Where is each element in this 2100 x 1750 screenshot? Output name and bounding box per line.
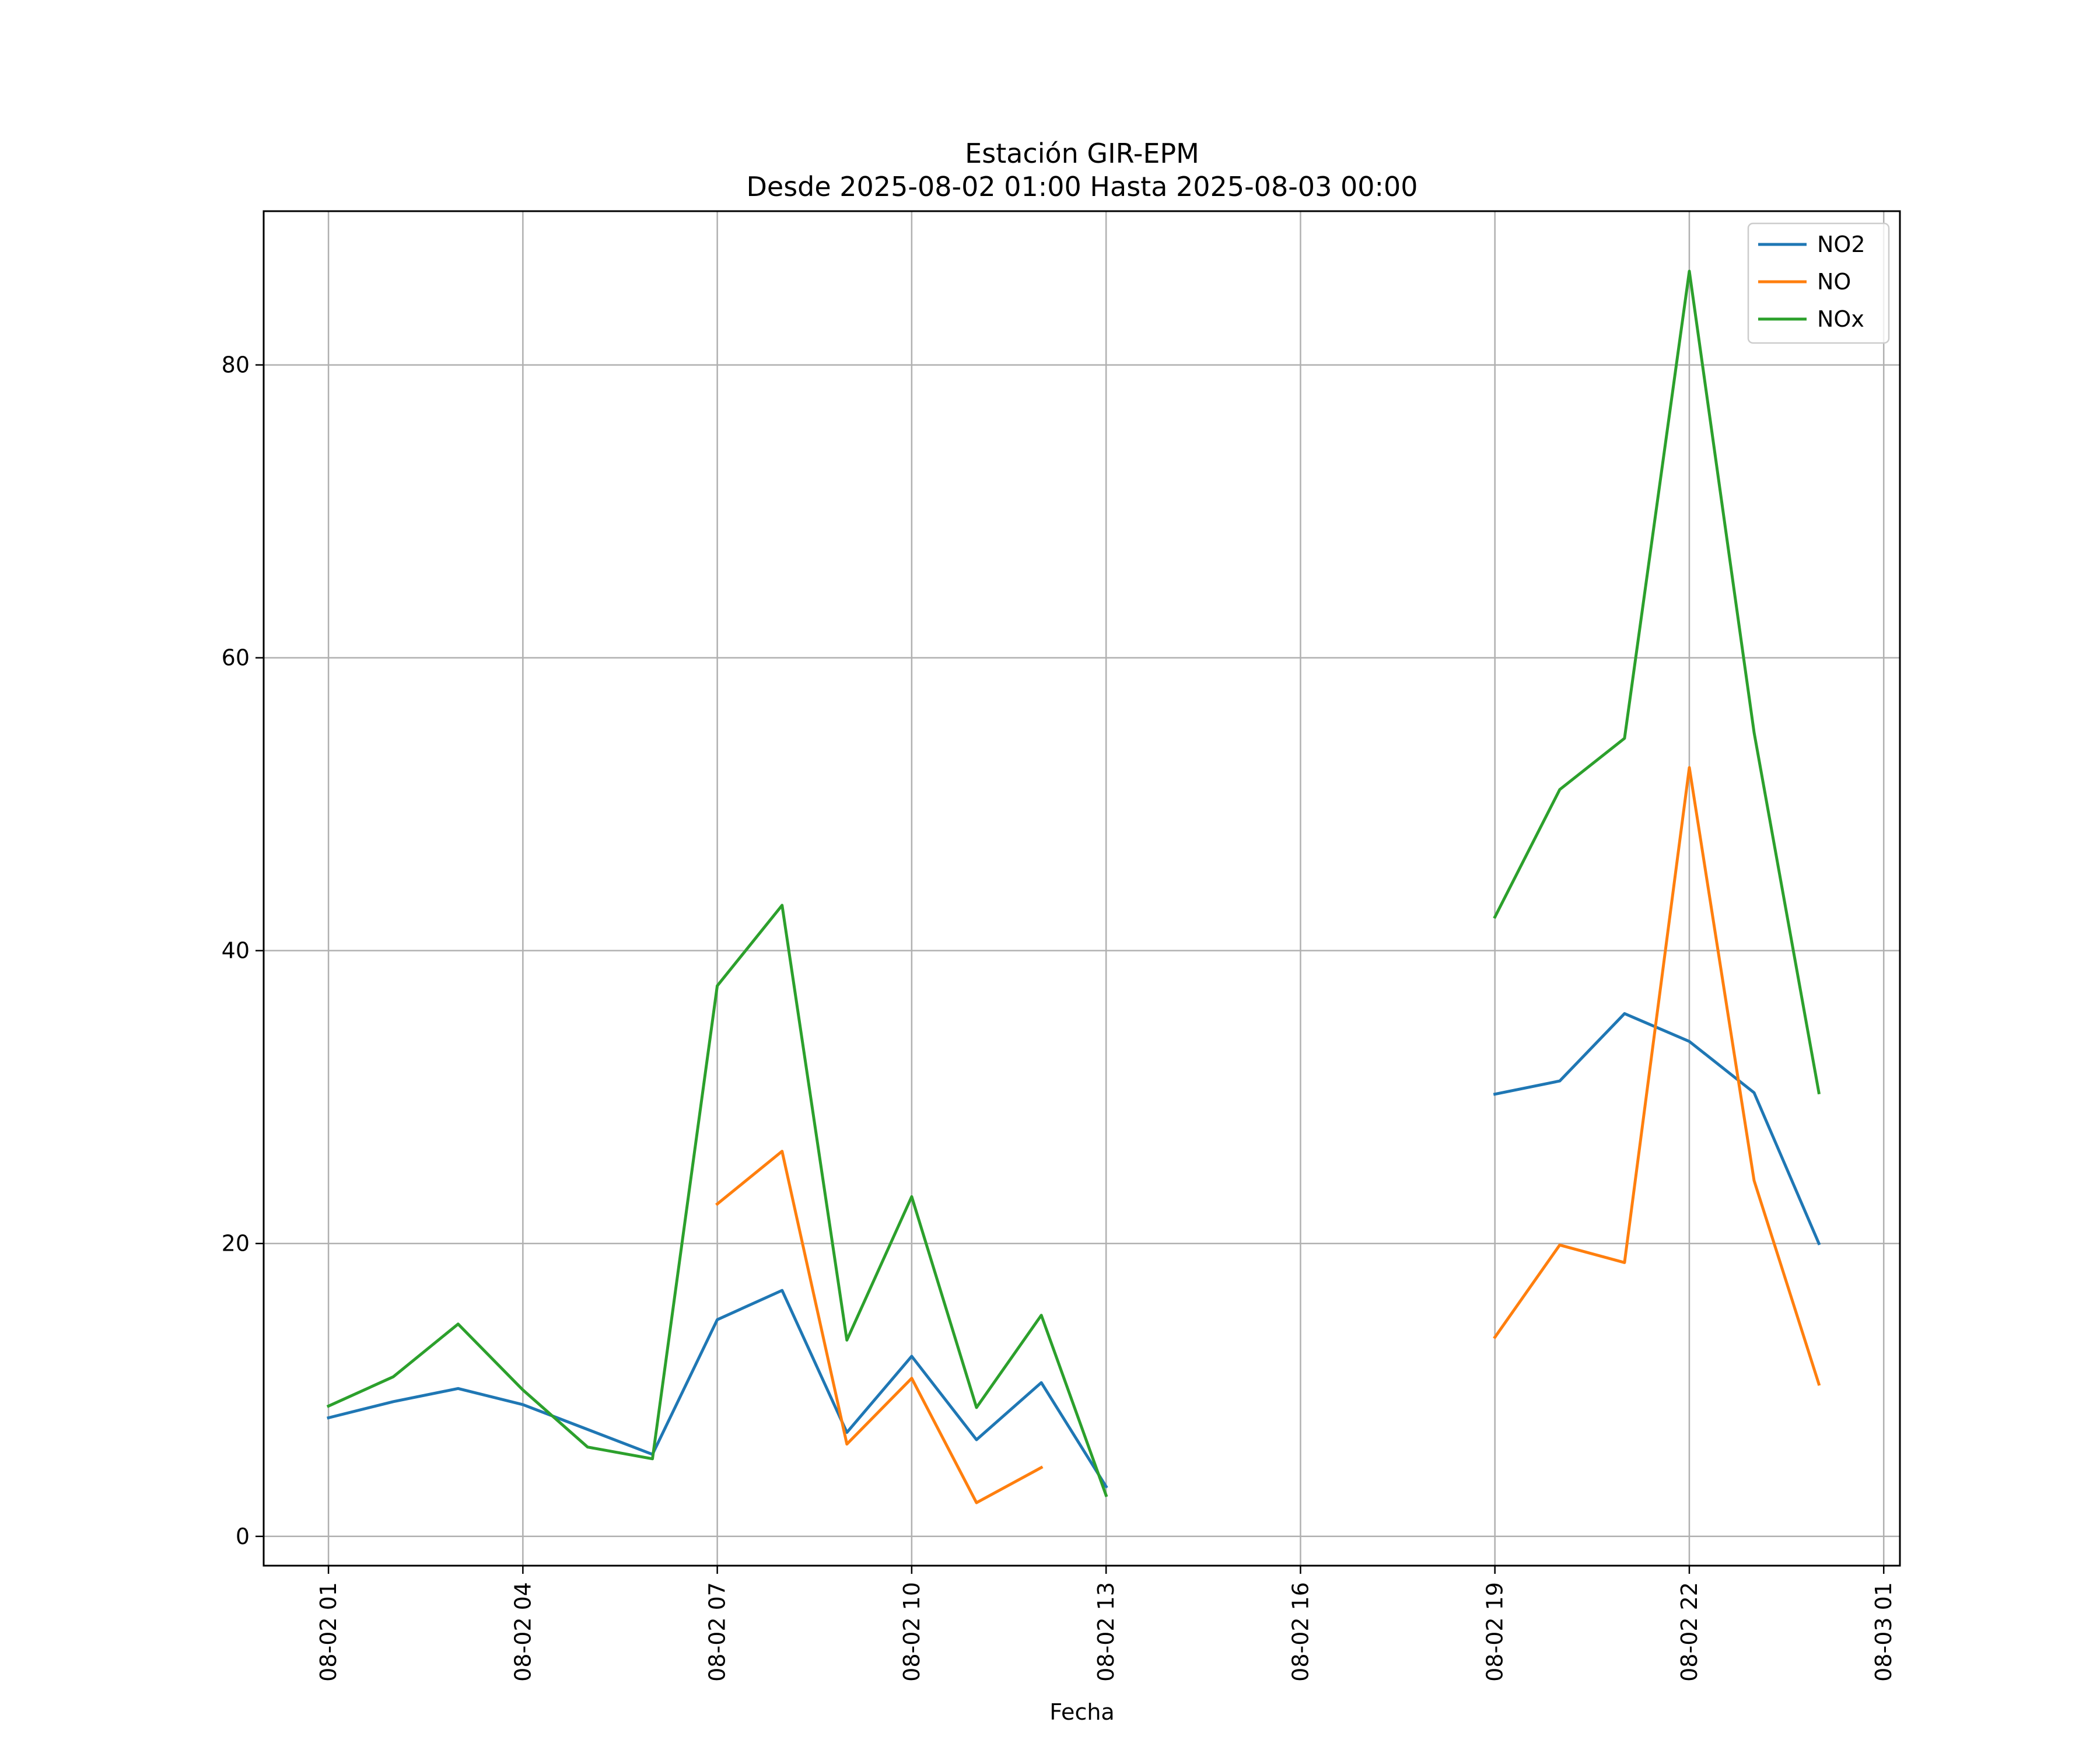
y-tick-label: 80 (222, 352, 250, 378)
x-tick-label: 08-03 01 (1871, 1582, 1896, 1682)
x-tick-label: 08-02 10 (899, 1582, 925, 1682)
axis-ticks: 08-02 01 08-02 04 08-02 07 08-02 10 08-02 13… (222, 352, 1897, 1682)
legend-label-nox: NOx (1817, 306, 1864, 332)
chart-subtitle: Desde 2025-08-02 01:00 Hasta 2025-08-03 … (746, 171, 1418, 202)
series-line-nox (326, 904, 1108, 1497)
series-no2 (327, 1012, 1821, 1489)
series-line-no (715, 1150, 1044, 1504)
legend-label-no2: NO2 (1817, 232, 1866, 257)
x-tick-label: 08-02 13 (1093, 1582, 1119, 1682)
x-tick-label: 08-02 16 (1287, 1582, 1313, 1682)
series-line-no2 (1493, 1012, 1821, 1245)
x-tick-label: 08-02 19 (1482, 1582, 1508, 1682)
y-tick-label: 0 (236, 1524, 250, 1549)
y-tick-label: 40 (222, 938, 250, 964)
y-tick-label: 20 (222, 1231, 250, 1256)
x-tick-label: 08-02 04 (510, 1582, 536, 1682)
y-tick-label: 60 (222, 645, 250, 671)
chart-title: Estación GIR-EPM (965, 138, 1199, 169)
series-nox (326, 270, 1821, 1497)
series-line-nox (1493, 270, 1821, 1095)
series-no (715, 766, 1821, 1504)
x-tick-label: 08-02 07 (705, 1582, 730, 1682)
plot-frame (262, 210, 1901, 1567)
legend-label-no: NO (1817, 269, 1851, 295)
x-axis-label: Fecha (1049, 1699, 1114, 1725)
x-tick-label: 08-02 01 (316, 1582, 341, 1682)
legend-box (1747, 222, 1890, 344)
plot-series (326, 270, 1821, 1504)
series-line-no2 (327, 1289, 1108, 1489)
series-line-no (1493, 766, 1821, 1386)
legend: NO2 NO NOx (1747, 222, 1890, 344)
x-tick-label: 08-02 22 (1676, 1582, 1702, 1682)
